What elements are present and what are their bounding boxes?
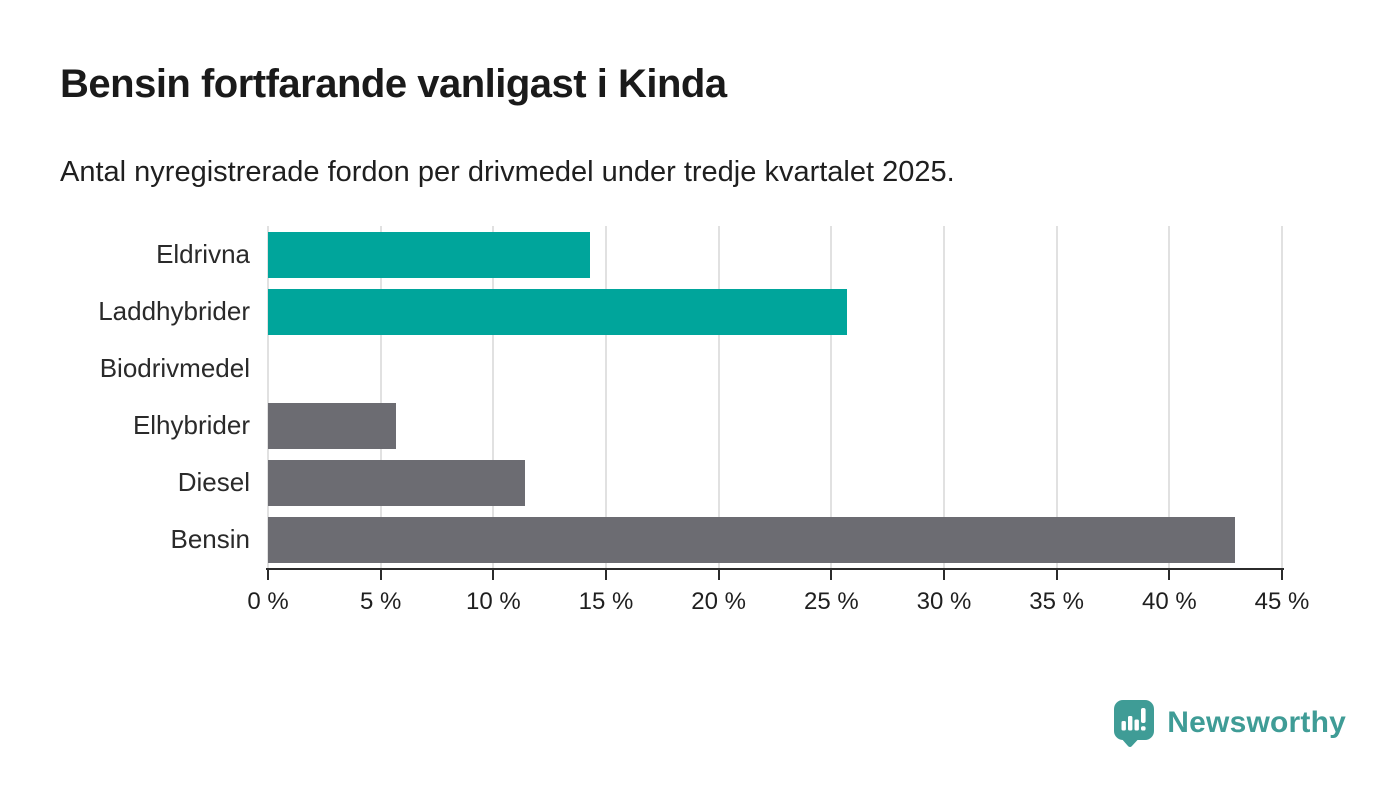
- x-axis-tick: [379, 570, 382, 580]
- category-label-bensin: Bensin: [170, 524, 251, 554]
- gridline: [717, 226, 720, 568]
- gridline: [830, 226, 833, 568]
- x-axis-tick-label: 10 %: [465, 588, 521, 615]
- x-axis-tick: [717, 570, 720, 580]
- x-axis-tick: [830, 570, 833, 580]
- x-axis-tick-label: 5 %: [359, 588, 402, 615]
- gridline: [1168, 226, 1171, 568]
- chart-title: Bensin fortfarande vanligast i Kinda: [60, 62, 727, 106]
- x-axis-tick-label: 0 %: [247, 588, 289, 615]
- newsworthy-logo-text: Newsworthy: [1167, 706, 1346, 739]
- y-axis-category-labels: Eldrivna Laddhybrider Biodrivmedel Elhybrid…: [0, 226, 250, 568]
- gridline: [267, 226, 269, 568]
- bar-elhybrider: [268, 402, 397, 449]
- gridline: [492, 226, 495, 568]
- x-axis-tick: [605, 570, 607, 580]
- x-axis: 0 % 5 % 10 % 15 % 20 % 25 % 30 % 35 % 40 % 45 %: [247, 568, 1309, 618]
- x-axis-tick: [1055, 570, 1058, 580]
- x-axis-tick: [267, 570, 269, 580]
- gridline: [379, 226, 382, 568]
- x-axis-tick: [492, 570, 495, 580]
- x-axis-tick-label: 20 %: [691, 588, 747, 615]
- x-axis-tick-label: 25 %: [803, 588, 859, 615]
- plot-area: [267, 226, 1283, 568]
- newsworthy-logo[interactable]: Newsworthy: [1113, 699, 1346, 747]
- x-axis-tick: [1168, 570, 1171, 580]
- gridline: [605, 226, 607, 568]
- x-axis-tick-label: 15 %: [578, 588, 634, 615]
- category-label-diesel: Diesel: [177, 467, 250, 497]
- category-label-eldrivna: Eldrivna: [156, 239, 250, 269]
- gridline: [1281, 226, 1283, 568]
- category-label-elhybrider: Elhybrider: [132, 410, 250, 440]
- x-axis-tick-label: 45 %: [1254, 588, 1310, 615]
- x-axis-tick-label: 30 %: [916, 588, 972, 615]
- x-axis-tick: [1281, 570, 1283, 580]
- bar-eldrivna: [268, 231, 591, 278]
- x-axis-line: [266, 568, 1284, 570]
- x-axis-tick-label: 40 %: [1141, 588, 1197, 615]
- bar-diesel: [268, 459, 525, 506]
- bar-bensin: [268, 516, 1235, 563]
- chart-subtitle: Antal nyregistrerade fordon per drivmede…: [60, 156, 955, 188]
- x-axis-tick-label: 35 %: [1029, 588, 1085, 615]
- category-label-laddhybrider: Laddhybrider: [98, 296, 250, 326]
- gridline: [1055, 226, 1058, 568]
- newsworthy-pin-chart-icon: [1113, 699, 1155, 747]
- bar-laddhybrider: [268, 288, 848, 335]
- gridline: [943, 226, 945, 568]
- category-label-biodrivmedel: Biodrivmedel: [99, 353, 250, 383]
- x-axis-tick: [943, 570, 945, 580]
